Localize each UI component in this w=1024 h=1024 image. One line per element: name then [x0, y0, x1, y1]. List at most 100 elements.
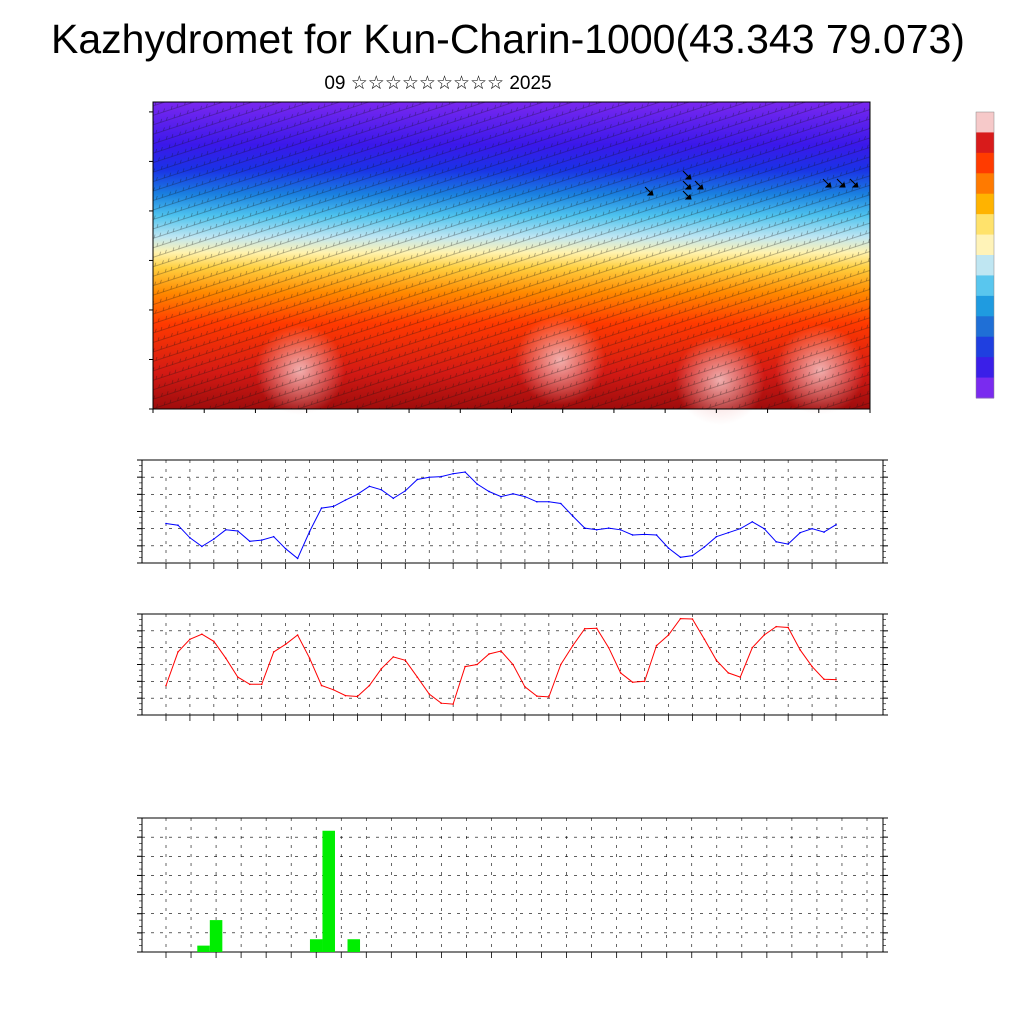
data-point: [189, 638, 191, 641]
data-point: [201, 633, 203, 635]
data-point: [344, 499, 347, 501]
data-point: [308, 530, 311, 533]
data-point: [548, 696, 550, 698]
data-point: [763, 527, 766, 530]
data-point: [368, 684, 371, 687]
data-point: [763, 634, 766, 636]
data-point: [332, 688, 335, 691]
data-point: [739, 527, 742, 530]
data-point: [380, 488, 383, 491]
data-point: [392, 656, 395, 658]
temp-panel: [137, 613, 888, 721]
data-point: [775, 541, 777, 543]
data-point: [643, 533, 646, 536]
data-point: [607, 646, 610, 649]
data-point: [404, 659, 407, 662]
data-point: [631, 534, 634, 536]
data-point: [356, 493, 359, 496]
data-point: [440, 475, 442, 478]
data-point: [476, 483, 478, 485]
data-point: [643, 680, 646, 683]
data-point: [177, 651, 179, 653]
data-point: [512, 492, 514, 495]
colorbar-frame: [975, 111, 995, 399]
data-point: [500, 650, 502, 652]
data-point: [619, 672, 622, 674]
data-point: [536, 695, 538, 697]
data-point: [691, 554, 694, 557]
heatmap-panel: [149, 101, 871, 425]
data-point: [739, 676, 742, 678]
data-point: [512, 663, 514, 666]
data-point: [272, 651, 275, 653]
data-point: [751, 521, 754, 523]
wind-arrow: [822, 178, 832, 188]
data-point: [619, 529, 622, 531]
data-point: [272, 535, 275, 538]
data-point: [189, 537, 191, 539]
data-point: [236, 676, 239, 678]
precip-bar: [309, 939, 323, 952]
data-point: [476, 663, 478, 666]
data-point: [607, 527, 610, 529]
data-point: [428, 476, 431, 478]
wind-arrow: [682, 170, 692, 180]
data-point: [225, 657, 227, 659]
data-point: [595, 529, 598, 531]
data-point: [823, 678, 825, 681]
data-point: [332, 505, 335, 508]
data-point: [715, 659, 718, 662]
precip-bar: [197, 945, 210, 952]
data-point: [284, 643, 287, 646]
colorbar-swatch: [976, 255, 994, 276]
data-point: [320, 684, 323, 687]
data-point: [715, 535, 718, 538]
colorbar-swatch: [976, 173, 994, 195]
colorbar-swatch: [976, 152, 994, 174]
data-point: [213, 538, 215, 540]
data-point: [165, 522, 167, 525]
data-point: [751, 646, 754, 649]
data-point: [248, 540, 251, 543]
data-point: [799, 531, 801, 534]
data-point: [727, 672, 730, 674]
data-point: [380, 667, 383, 670]
data-point: [320, 507, 323, 509]
data-point: [524, 495, 526, 498]
data-point: [344, 694, 347, 697]
page-title: Kazhydromet for Kun-Charin-1000(43.343 7…: [51, 16, 965, 62]
data-point: [236, 530, 239, 532]
data-point: [524, 686, 526, 688]
data-point: [835, 523, 837, 526]
data-point: [452, 703, 454, 705]
colorbar-swatch: [976, 234, 994, 256]
data-point: [548, 500, 550, 503]
data-point: [560, 663, 562, 666]
colorbar-swatch: [976, 295, 994, 317]
wind-arrow: [836, 178, 846, 188]
data-point: [368, 485, 371, 488]
data-point: [703, 638, 706, 641]
colorbar-swatch: [976, 275, 994, 297]
data-point: [296, 557, 299, 560]
data-point: [679, 617, 682, 620]
data-point: [416, 676, 419, 678]
data-point: [500, 495, 502, 498]
data-point: [260, 683, 263, 686]
data-point: [452, 472, 454, 475]
data-point: [631, 681, 634, 683]
data-point: [571, 644, 574, 647]
data-point: [811, 665, 813, 668]
data-point: [488, 653, 490, 655]
data-point: [655, 644, 658, 647]
data-point: [655, 534, 658, 536]
colorbar: [975, 111, 995, 399]
data-point: [583, 627, 586, 630]
data-point: [392, 497, 395, 500]
data-point: [284, 547, 287, 550]
colorbar-swatch: [976, 193, 994, 215]
data-point: [464, 665, 466, 668]
wind-arrow: [682, 180, 692, 190]
data-point: [404, 490, 407, 492]
